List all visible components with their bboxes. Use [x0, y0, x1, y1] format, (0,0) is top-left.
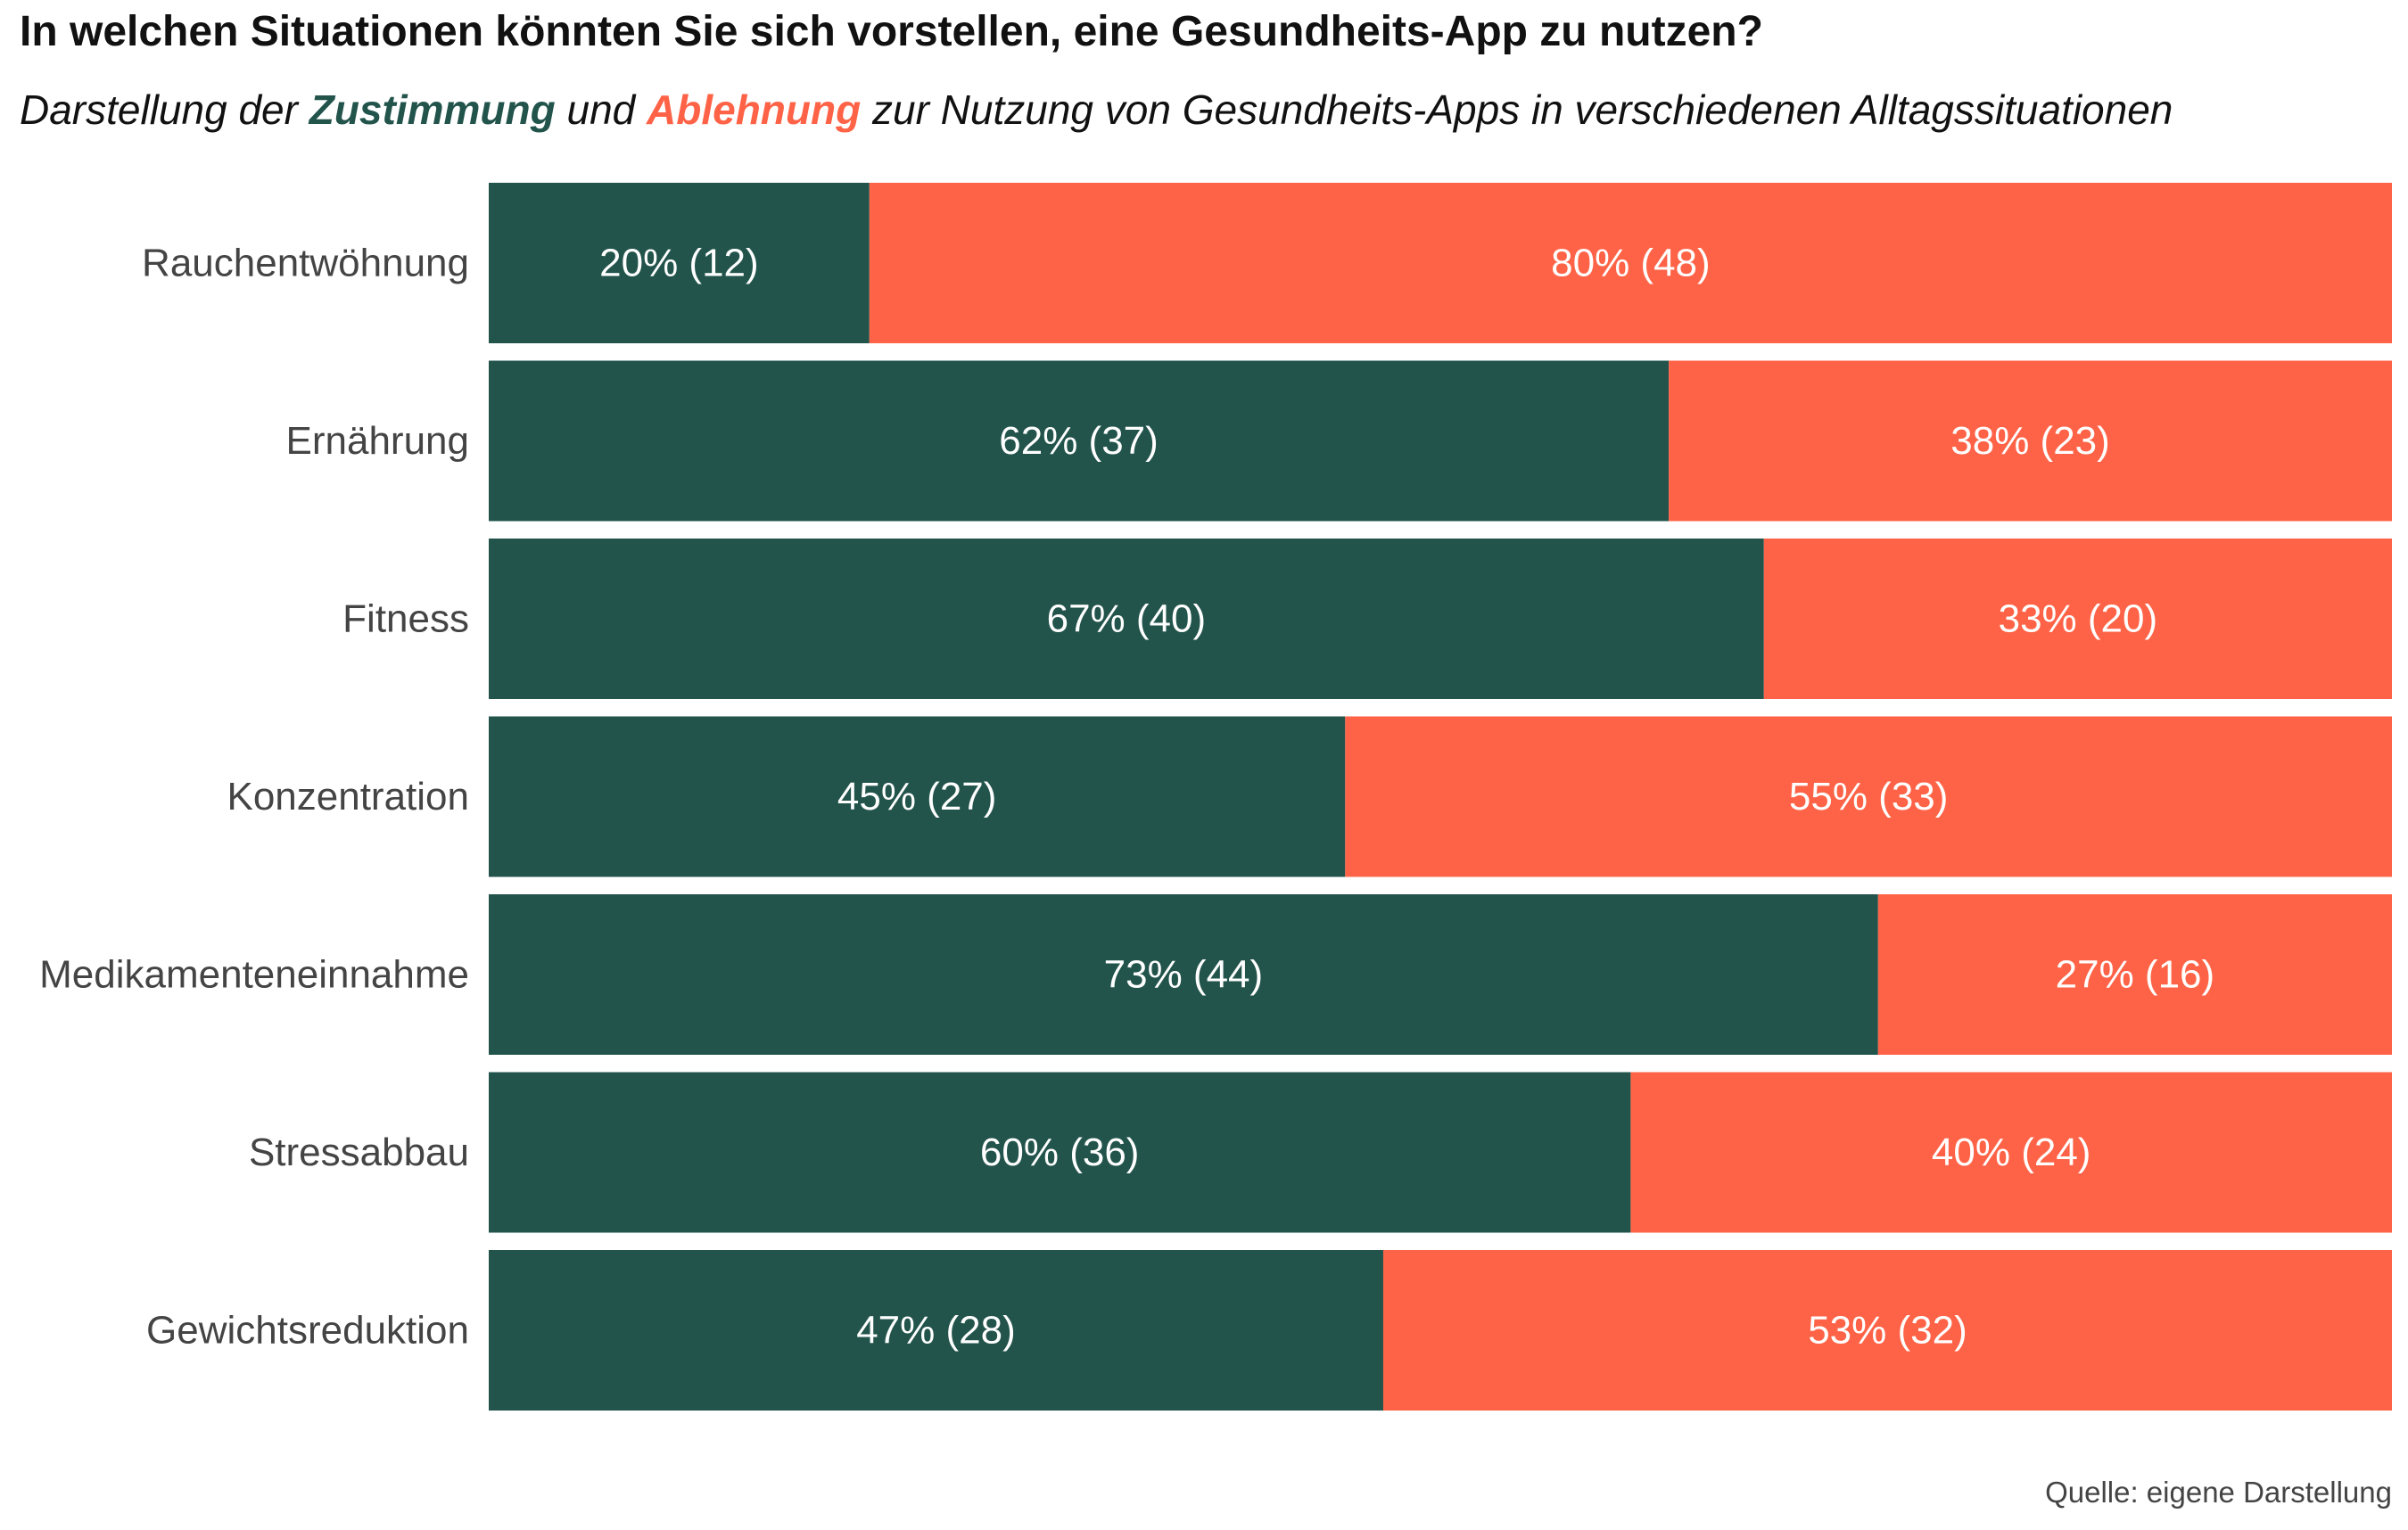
data-label-zustimmung: 45% (27)	[837, 775, 997, 818]
bar-zustimmung	[489, 894, 1878, 1055]
data-label-zustimmung: 60% (36)	[980, 1131, 1140, 1174]
data-label-zustimmung: 67% (40)	[1047, 597, 1207, 641]
bar-zustimmung	[489, 539, 1764, 699]
data-label-ablehnung: 33% (20)	[1999, 597, 2158, 641]
category-label: Ernährung	[286, 419, 469, 463]
subtitle-highlight-ablehnung: Ablehnung	[647, 86, 862, 133]
category-label: Fitness	[342, 597, 469, 641]
bar-zustimmung	[489, 716, 1346, 877]
bar-ablehnung	[1345, 716, 2392, 877]
chart-subtitle: Darstellung der Zustimmung und Ablehnung…	[20, 86, 2173, 134]
chart-title: In welchen Situationen könnten Sie sich …	[20, 8, 1763, 55]
category-label: Gewichtsreduktion	[146, 1309, 469, 1353]
data-label-ablehnung: 27% (16)	[2056, 953, 2215, 997]
data-label-zustimmung: 47% (28)	[856, 1309, 1016, 1353]
bar-zustimmung	[489, 183, 870, 343]
bar-ablehnung	[1382, 1250, 2392, 1411]
bar-ablehnung	[1877, 894, 2392, 1055]
data-label-ablehnung: 80% (48)	[1551, 242, 1711, 285]
category-label: Konzentration	[227, 775, 469, 818]
category-label: Medikamenteneinnahme	[39, 953, 469, 997]
bar-zustimmung	[489, 360, 1670, 522]
data-label-ablehnung: 55% (33)	[1789, 775, 1949, 818]
bar-zustimmung	[489, 1250, 1383, 1411]
subtitle-highlight-zustimmung: Zustimmung	[309, 86, 556, 133]
bar-zustimmung	[489, 1072, 1631, 1233]
bar-ablehnung	[1669, 360, 2392, 522]
data-label-ablehnung: 53% (32)	[1808, 1309, 1967, 1353]
subtitle-prefix: Darstellung der	[20, 86, 309, 133]
data-label-zustimmung: 20% (12)	[599, 242, 759, 285]
category-label: Rauchentwöhnung	[142, 242, 469, 285]
bar-ablehnung	[869, 183, 2392, 343]
subtitle-suffix: zur Nutzung von Gesundheits-Apps in vers…	[861, 86, 2173, 133]
subtitle-middle: und	[555, 86, 647, 133]
data-label-ablehnung: 40% (24)	[1932, 1131, 2091, 1174]
data-label-zustimmung: 62% (37)	[999, 419, 1159, 463]
category-label: Stressabbau	[249, 1131, 469, 1174]
data-label-ablehnung: 38% (23)	[1950, 419, 2110, 463]
data-label-zustimmung: 73% (44)	[1104, 953, 1264, 997]
bar-ablehnung	[1630, 1072, 2392, 1233]
chart-caption: Quelle: eigene Darstellung	[2045, 1476, 2392, 1509]
bar-ablehnung	[1763, 539, 2392, 699]
